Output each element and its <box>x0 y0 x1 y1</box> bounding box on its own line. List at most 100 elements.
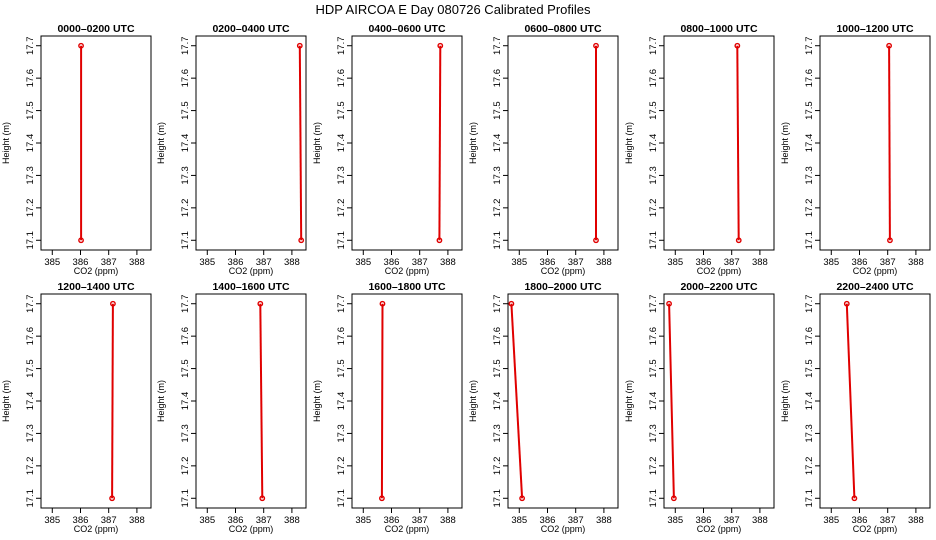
y-tick-label: 17.1 <box>25 231 36 250</box>
panel-title: 0600–0800 UTC <box>524 23 601 35</box>
y-tick-label: 17.4 <box>804 134 815 153</box>
x-tick-label: 386 <box>384 515 400 526</box>
y-tick-label: 17.6 <box>180 69 191 88</box>
chart-panel: 1400–1600 UTC 385 386 387 388 17.1 17.2 17.3 17.… <box>156 281 307 534</box>
y-tick-label: 17.4 <box>336 392 347 411</box>
panel-title: 1000–1200 UTC <box>836 23 913 35</box>
panel-title: 1200–1400 UTC <box>57 281 134 293</box>
profile-point <box>298 237 305 244</box>
y-tick-label: 17.2 <box>804 457 815 476</box>
y-tick-label: 17.5 <box>180 359 191 378</box>
profile-line <box>510 303 524 499</box>
y-tick-label: 17.6 <box>25 69 36 88</box>
y-tick-label: 17.1 <box>648 489 659 508</box>
y-tick-label: 17.5 <box>804 101 815 120</box>
panel-title: 0800–1000 UTC <box>680 23 757 35</box>
x-tick-label: 385 <box>823 515 839 526</box>
y-tick-label: 17.4 <box>180 134 191 153</box>
x-tick-label: 387 <box>412 257 428 268</box>
y-tick-label: 17.5 <box>25 101 36 120</box>
panel-title: 2200–2400 UTC <box>836 281 913 293</box>
profile-point <box>436 237 443 244</box>
panel-grid: 0000–0200 UTC 385 386 387 388 17.1 17.2 17.3 17.… <box>1 23 931 534</box>
x-tick-label: 387 <box>101 515 117 526</box>
profile-line <box>259 303 264 499</box>
x-tick-label: 385 <box>44 515 60 526</box>
x-axis-label: CO2 (ppm) <box>541 266 586 276</box>
y-tick-label: 17.7 <box>336 294 347 313</box>
profile-line <box>438 45 442 241</box>
y-tick-label: 17.2 <box>180 199 191 218</box>
x-tick-label: 387 <box>880 257 896 268</box>
chart-panel: 0600–0800 UTC 385 386 387 388 17.1 17.2 17.3 17.… <box>468 23 619 276</box>
y-tick-label: 17.1 <box>180 489 191 508</box>
y-tick-label: 17.3 <box>492 424 503 443</box>
profile-point <box>257 300 264 307</box>
y-tick-label: 17.7 <box>804 294 815 313</box>
y-tick-label: 17.7 <box>492 294 503 313</box>
x-tick-label: 387 <box>256 515 272 526</box>
plot-frame <box>195 35 307 251</box>
x-tick-label: 387 <box>724 257 740 268</box>
y-tick-label: 17.3 <box>804 166 815 185</box>
x-tick-label: 388 <box>596 257 612 268</box>
profile-point <box>109 495 115 502</box>
y-tick-label: 17.5 <box>25 359 36 378</box>
y-tick-label: 17.3 <box>804 424 815 443</box>
profile-point <box>851 495 858 502</box>
profile-line <box>380 303 384 499</box>
x-tick-label: 388 <box>596 515 612 526</box>
y-tick-label: 17.7 <box>180 36 191 55</box>
y-tick-label: 17.6 <box>804 69 815 88</box>
chart-panel: 0800–1000 UTC 385 386 387 388 17.1 17.2 17.3 17.… <box>624 23 775 276</box>
panel-title: 1800–2000 UTC <box>524 281 601 293</box>
y-tick-label: 17.6 <box>180 327 191 346</box>
y-axis-label: Height (m) <box>1 122 11 164</box>
y-tick-label: 17.4 <box>25 392 36 411</box>
y-axis-label: Height (m) <box>624 380 634 422</box>
profile-point <box>843 300 850 307</box>
y-tick-label: 17.3 <box>336 166 347 185</box>
y-tick-label: 17.2 <box>336 457 347 476</box>
y-tick-label: 17.4 <box>180 392 191 411</box>
y-tick-label: 17.4 <box>648 392 659 411</box>
x-tick-label: 386 <box>540 257 556 268</box>
y-tick-label: 17.7 <box>336 36 347 55</box>
plot-frame <box>195 293 307 509</box>
x-tick-label: 385 <box>355 257 371 268</box>
y-tick-label: 17.3 <box>336 424 347 443</box>
x-axis-label: CO2 (ppm) <box>385 266 430 276</box>
x-tick-label: 385 <box>511 515 527 526</box>
chart-panel: 1600–1800 UTC 385 386 387 388 17.1 17.2 17.3 17.… <box>312 281 463 534</box>
profile-point <box>670 495 677 502</box>
y-tick-label: 17.2 <box>648 199 659 218</box>
x-tick-label: 387 <box>568 515 584 526</box>
x-tick-label: 386 <box>696 515 712 526</box>
profile-point <box>110 300 116 307</box>
x-tick-label: 385 <box>667 515 683 526</box>
y-tick-label: 17.1 <box>25 489 36 508</box>
figure-title: HDP AIRCOA E Day 080726 Calibrated Profi… <box>315 2 591 17</box>
y-tick-label: 17.6 <box>336 327 347 346</box>
profile-line <box>111 303 114 499</box>
chart-panel: 1200–1400 UTC 385 386 387 388 17.1 17.2 17.3 17.… <box>1 281 152 534</box>
profile-point <box>437 42 444 49</box>
plot-frame <box>819 293 931 509</box>
y-tick-label: 17.3 <box>180 424 191 443</box>
y-tick-label: 17.3 <box>180 166 191 185</box>
y-tick-label: 17.2 <box>25 457 36 476</box>
plot-frame <box>507 293 619 509</box>
x-tick-label: 386 <box>384 257 400 268</box>
y-tick-label: 17.2 <box>492 199 503 218</box>
x-tick-label: 386 <box>540 515 556 526</box>
x-axis-label: CO2 (ppm) <box>385 524 430 534</box>
x-tick-label: 388 <box>440 257 456 268</box>
y-axis-label: Height (m) <box>780 380 790 422</box>
x-tick-label: 388 <box>129 257 145 268</box>
y-tick-label: 17.2 <box>804 199 815 218</box>
x-axis-label: CO2 (ppm) <box>853 524 898 534</box>
x-tick-label: 388 <box>752 257 768 268</box>
y-axis-label: Height (m) <box>468 122 478 164</box>
y-tick-label: 17.1 <box>336 489 347 508</box>
